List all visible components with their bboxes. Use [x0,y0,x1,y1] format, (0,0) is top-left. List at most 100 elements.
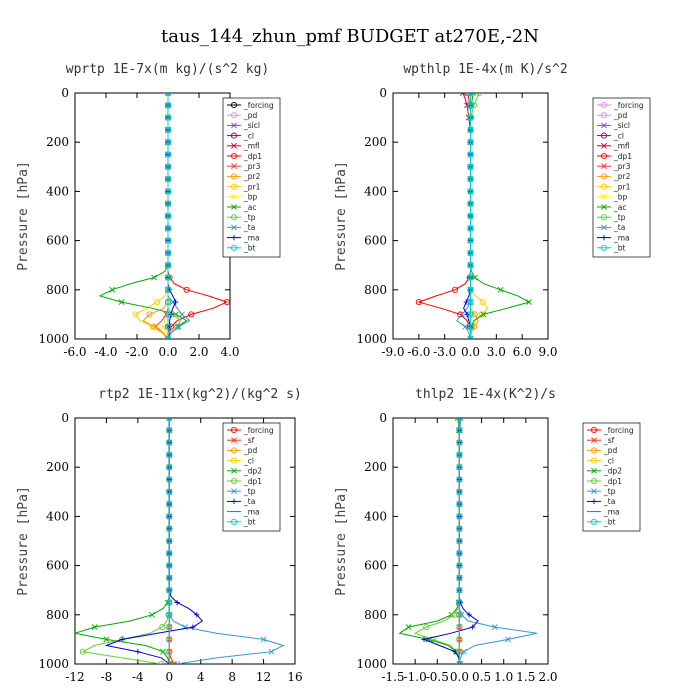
y-tick-label: 1000 [38,332,69,346]
legend-marker [230,173,238,180]
legend-label: _dp2 [603,467,622,476]
data-point [166,439,173,446]
legend-marker [590,477,598,485]
series-line-dp1 [413,418,460,664]
data-point [479,299,486,306]
data-point [260,636,267,643]
data-point [467,225,474,232]
legend-label: _pr2 [613,172,631,181]
data-point [164,176,172,183]
data-point [456,648,463,655]
data-point [459,93,466,96]
data-point [164,225,172,232]
data-point [456,599,463,606]
data-point [164,237,172,244]
data-point [164,102,172,109]
x-tick-label: 9.0 [538,345,557,359]
legend-marker [600,244,608,251]
data-point [470,93,477,96]
legend-marker [600,101,608,109]
legend-label: _pd [243,111,258,120]
legend-marker [600,132,608,139]
data-point [79,648,86,655]
x-tick-label: 4.0 [220,345,239,359]
legend-label: _ta [243,223,255,232]
data-point [166,624,173,631]
data-point [149,323,156,330]
legend-label: _dp2 [243,467,262,476]
legend-marker [591,488,597,495]
legend-marker [591,437,597,444]
data-point [188,311,195,318]
x-tick-label: -12 [65,670,84,684]
x-tick-label: -4.0 [94,345,117,359]
data-point [467,249,474,256]
x-tick-label: -4 [132,670,144,684]
data-point [164,299,172,306]
legend-label: _cl [603,456,614,465]
data-point [164,114,172,121]
y-axis-label: Pressure [hPa] [16,486,31,596]
legend-marker [230,426,238,434]
x-tick-label: -0.5 [426,670,449,684]
data-point [174,661,181,664]
legend-box [582,422,641,532]
series-line-pr2 [142,93,169,339]
legend-marker [231,204,237,210]
legend-label: _bt [613,244,626,253]
y-tick-label: 0 [61,411,69,425]
data-point [168,311,174,317]
x-tick-label: 8 [228,670,236,684]
data-point [467,262,474,269]
data-point [467,102,474,109]
legend-marker [591,498,597,504]
y-tick-label: 400 [364,509,387,523]
x-tick-label: 0.0 [461,345,480,359]
legend-label: _pr3 [243,162,261,171]
data-point [154,299,161,306]
data-point [164,323,172,330]
legend-label: _pr2 [243,172,261,181]
data-point [467,151,474,158]
legend-marker [230,132,238,139]
legend-label: _bp [613,193,628,202]
data-point [456,427,463,434]
data-point [467,286,474,293]
legend-label: _pd [243,446,258,455]
data-point [166,550,173,557]
figure-title: taus_144_zhun_pmf BUDGET at270E,-2N [161,26,539,47]
x-tick-label: 2.0 [538,670,557,684]
x-tick-label: 1.0 [494,670,513,684]
data-point [491,624,498,631]
legend-label: _sf [603,436,615,445]
data-point [166,660,173,664]
x-tick-label: -6.0 [407,345,430,359]
data-point [456,464,463,471]
data-point [164,126,172,133]
series-line-ta [104,418,204,664]
data-point [470,624,476,630]
data-point [467,299,474,306]
legend-marker [230,152,238,160]
data-point [118,299,125,306]
data-point [164,93,172,97]
legend-marker [590,447,598,454]
data-point [164,212,172,220]
y-tick-label: 1000 [356,657,387,671]
data-point [471,274,478,281]
y-tick-label: 0 [379,411,387,425]
data-point [456,660,463,664]
data-point [421,636,427,642]
legend-label: _ta [613,223,625,232]
y-tick-label: 1000 [38,657,69,671]
data-point [223,299,230,306]
y-tick-label: 800 [364,283,387,297]
legend-marker [230,518,238,525]
legend-marker [230,457,238,464]
data-point [467,237,474,244]
x-tick-label: 0.0 [158,345,177,359]
y-tick-label: 0 [61,86,69,100]
data-point [467,200,474,207]
legend-marker [600,183,608,190]
